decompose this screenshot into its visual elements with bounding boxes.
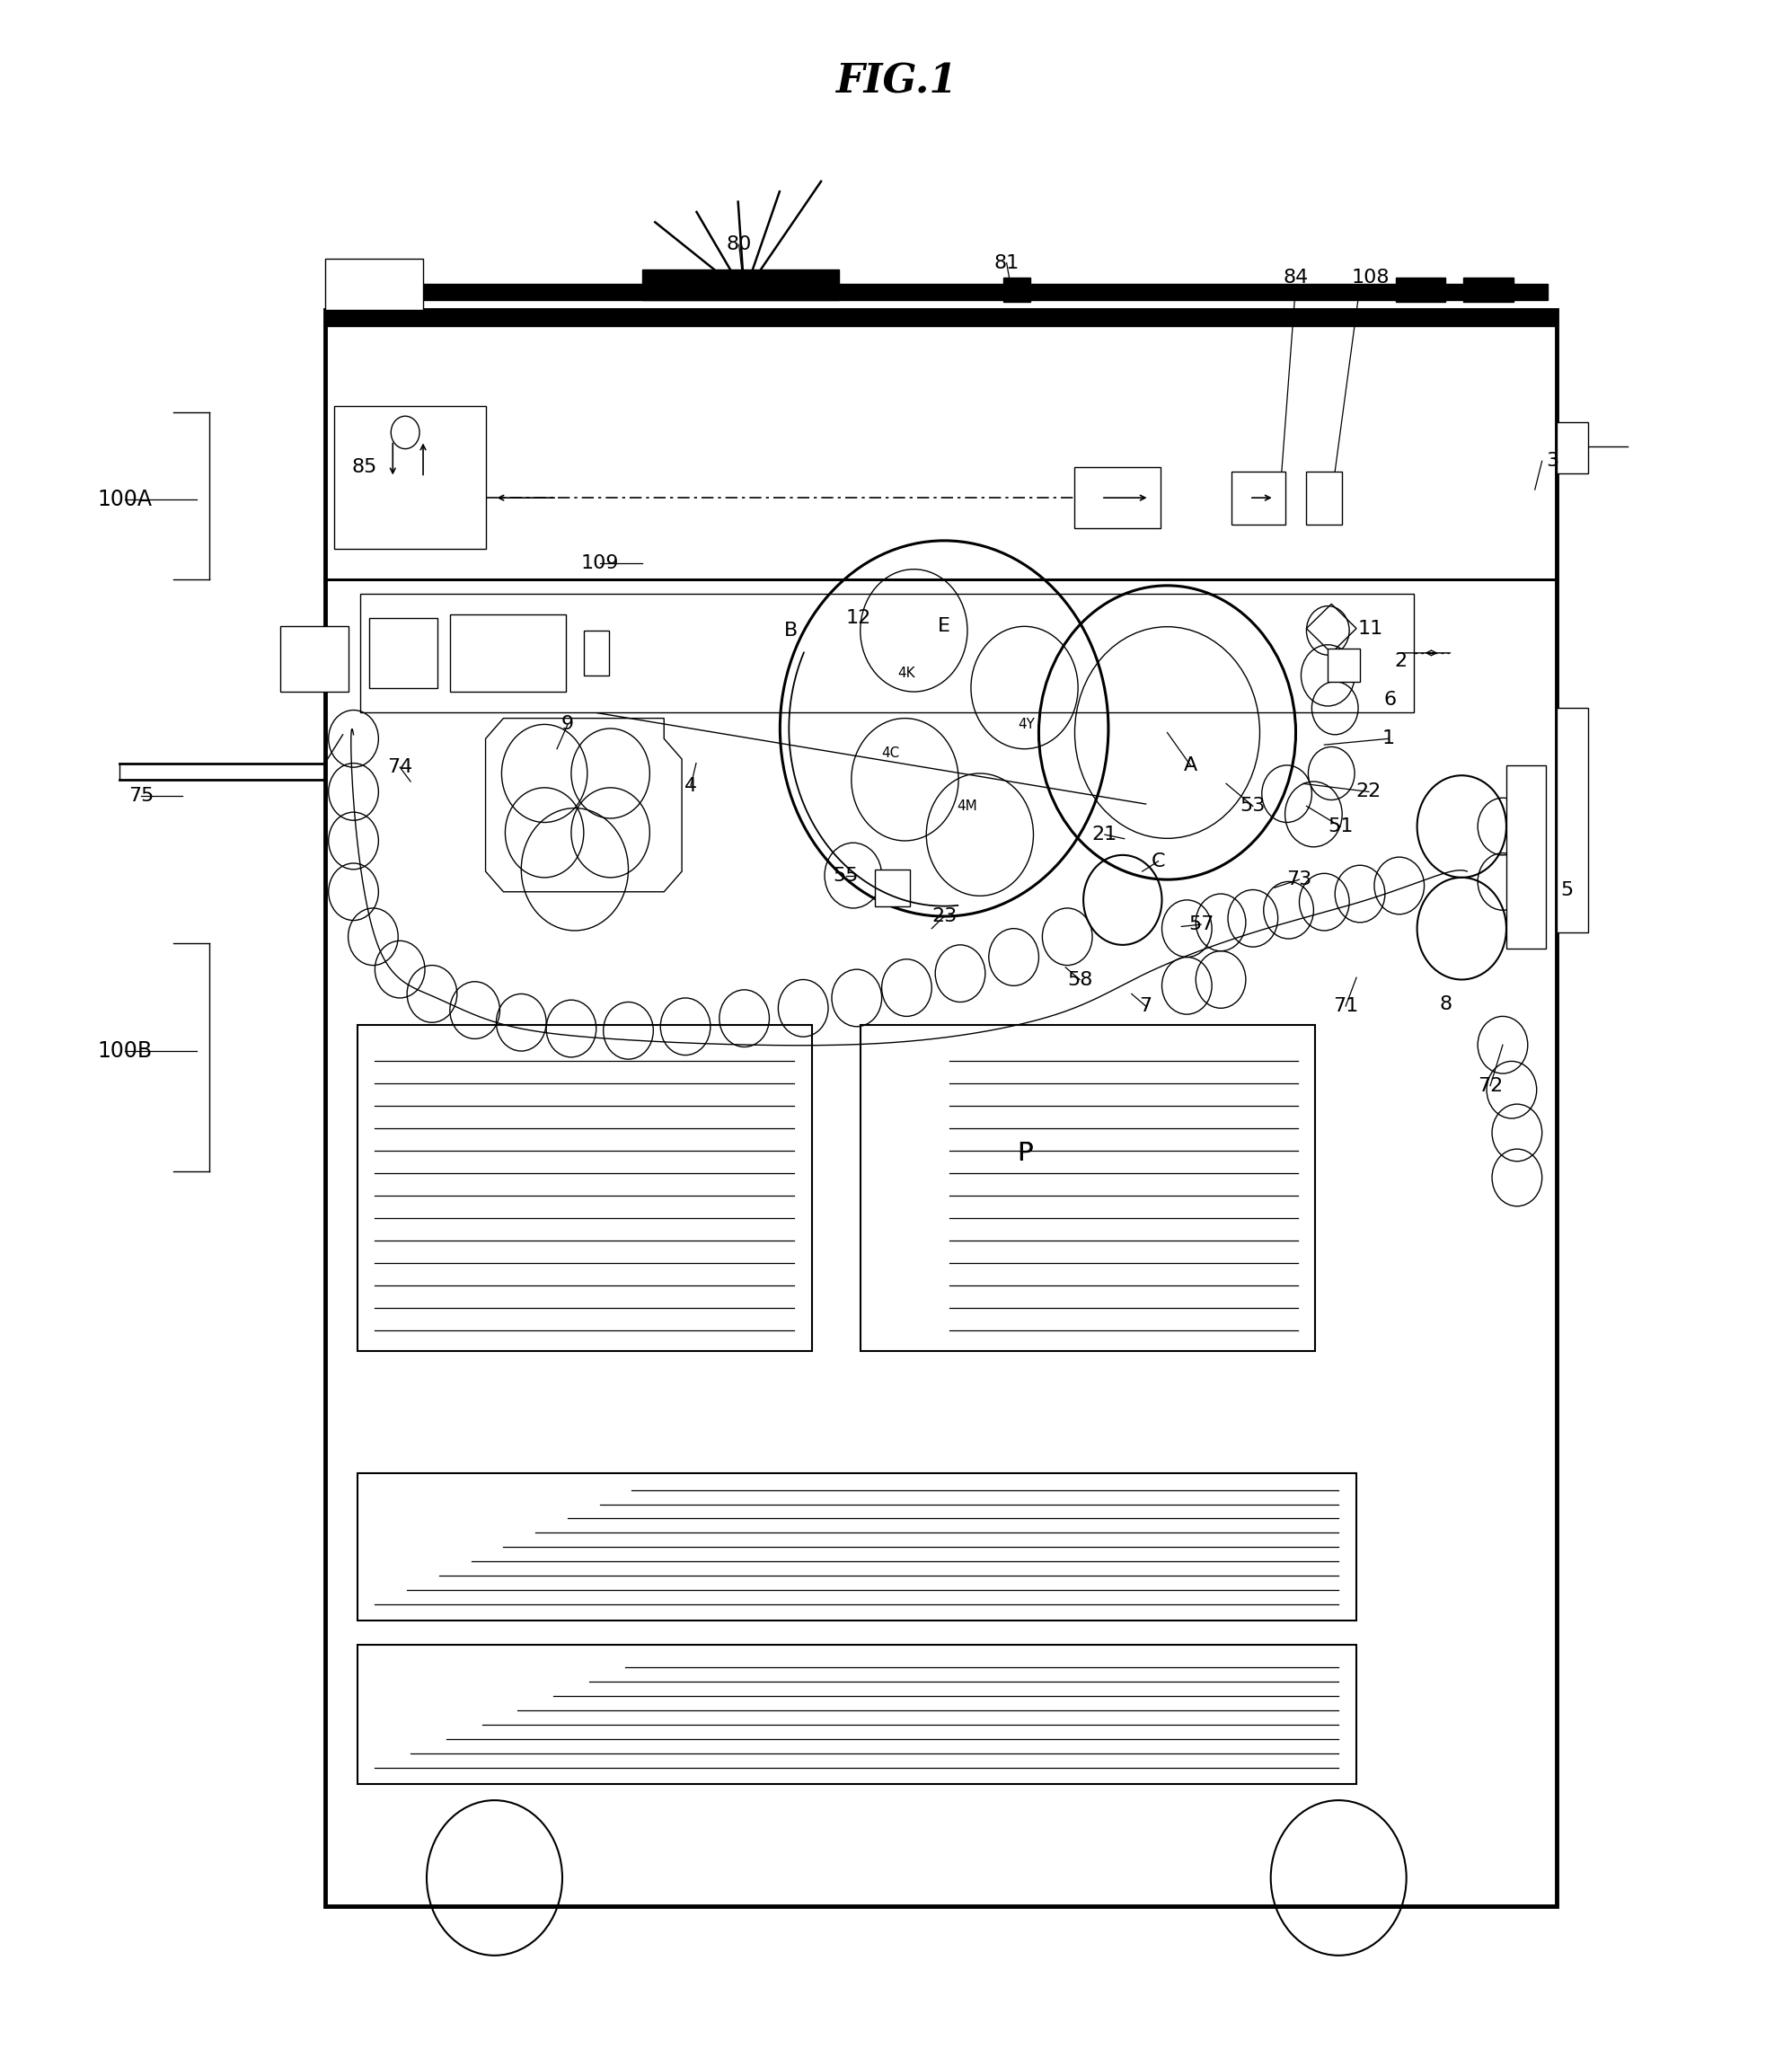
Text: 55: 55 xyxy=(833,867,858,885)
Text: 75: 75 xyxy=(129,787,154,805)
Bar xyxy=(643,268,839,299)
Text: 72: 72 xyxy=(1478,1078,1503,1094)
Text: 4M: 4M xyxy=(957,799,978,813)
Bar xyxy=(860,1024,1315,1350)
Bar xyxy=(324,309,1555,580)
Text: 22: 22 xyxy=(1357,783,1382,801)
Text: 73: 73 xyxy=(1287,871,1312,889)
Text: 3: 3 xyxy=(1546,453,1559,469)
Text: 100A: 100A xyxy=(99,490,152,510)
Text: 4K: 4K xyxy=(898,666,916,680)
Bar xyxy=(357,1645,1357,1785)
Text: 9: 9 xyxy=(561,715,573,734)
Text: 100B: 100B xyxy=(97,1041,152,1061)
Text: 11: 11 xyxy=(1358,619,1383,637)
Bar xyxy=(1396,277,1446,301)
Text: 84: 84 xyxy=(1283,268,1308,287)
Text: 4: 4 xyxy=(685,777,697,795)
Text: A: A xyxy=(1183,756,1197,775)
Bar xyxy=(1555,709,1588,932)
Text: 5: 5 xyxy=(1561,881,1573,900)
Bar xyxy=(1555,422,1588,473)
Bar xyxy=(333,283,1546,299)
Bar xyxy=(874,869,910,906)
Text: 85: 85 xyxy=(351,459,376,475)
Text: 21: 21 xyxy=(1091,826,1118,844)
Text: 4Y: 4Y xyxy=(1018,717,1034,731)
Bar xyxy=(1507,764,1545,949)
Bar xyxy=(357,1024,812,1350)
Text: 57: 57 xyxy=(1188,916,1213,934)
Bar xyxy=(1004,277,1030,301)
Text: 109: 109 xyxy=(581,553,618,572)
Text: 51: 51 xyxy=(1328,818,1353,836)
Bar xyxy=(280,627,348,693)
Text: 81: 81 xyxy=(995,254,1020,273)
Bar xyxy=(324,309,1555,1906)
Bar xyxy=(324,258,423,309)
Bar xyxy=(1328,650,1360,682)
Text: 71: 71 xyxy=(1333,998,1358,1014)
Bar xyxy=(1306,471,1342,525)
Text: 53: 53 xyxy=(1240,797,1265,816)
Text: 58: 58 xyxy=(1066,971,1093,988)
Text: 23: 23 xyxy=(932,908,957,926)
Bar xyxy=(1075,467,1159,529)
Bar xyxy=(360,594,1414,713)
Text: 1: 1 xyxy=(1382,729,1394,748)
Text: P: P xyxy=(1016,1141,1032,1166)
Text: 108: 108 xyxy=(1351,268,1391,287)
Bar xyxy=(357,1473,1357,1621)
Text: P: P xyxy=(1016,1141,1032,1166)
Text: E: E xyxy=(937,617,950,635)
Bar xyxy=(450,615,566,693)
Text: 74: 74 xyxy=(387,758,412,777)
Bar xyxy=(1464,277,1514,301)
Text: FIG.1: FIG.1 xyxy=(835,61,957,100)
Bar xyxy=(333,406,486,549)
Text: 6: 6 xyxy=(1383,691,1396,709)
Text: 12: 12 xyxy=(846,609,871,627)
Bar xyxy=(369,619,437,688)
Text: 8: 8 xyxy=(1439,996,1452,1012)
Text: 4C: 4C xyxy=(882,746,900,760)
Text: 7: 7 xyxy=(1140,998,1152,1014)
Text: 80: 80 xyxy=(726,236,751,254)
Text: B: B xyxy=(783,621,797,639)
Bar xyxy=(324,309,1555,326)
Bar xyxy=(1231,471,1285,525)
Text: C: C xyxy=(1152,852,1165,871)
Bar xyxy=(584,631,609,676)
Text: 2: 2 xyxy=(1394,652,1407,670)
